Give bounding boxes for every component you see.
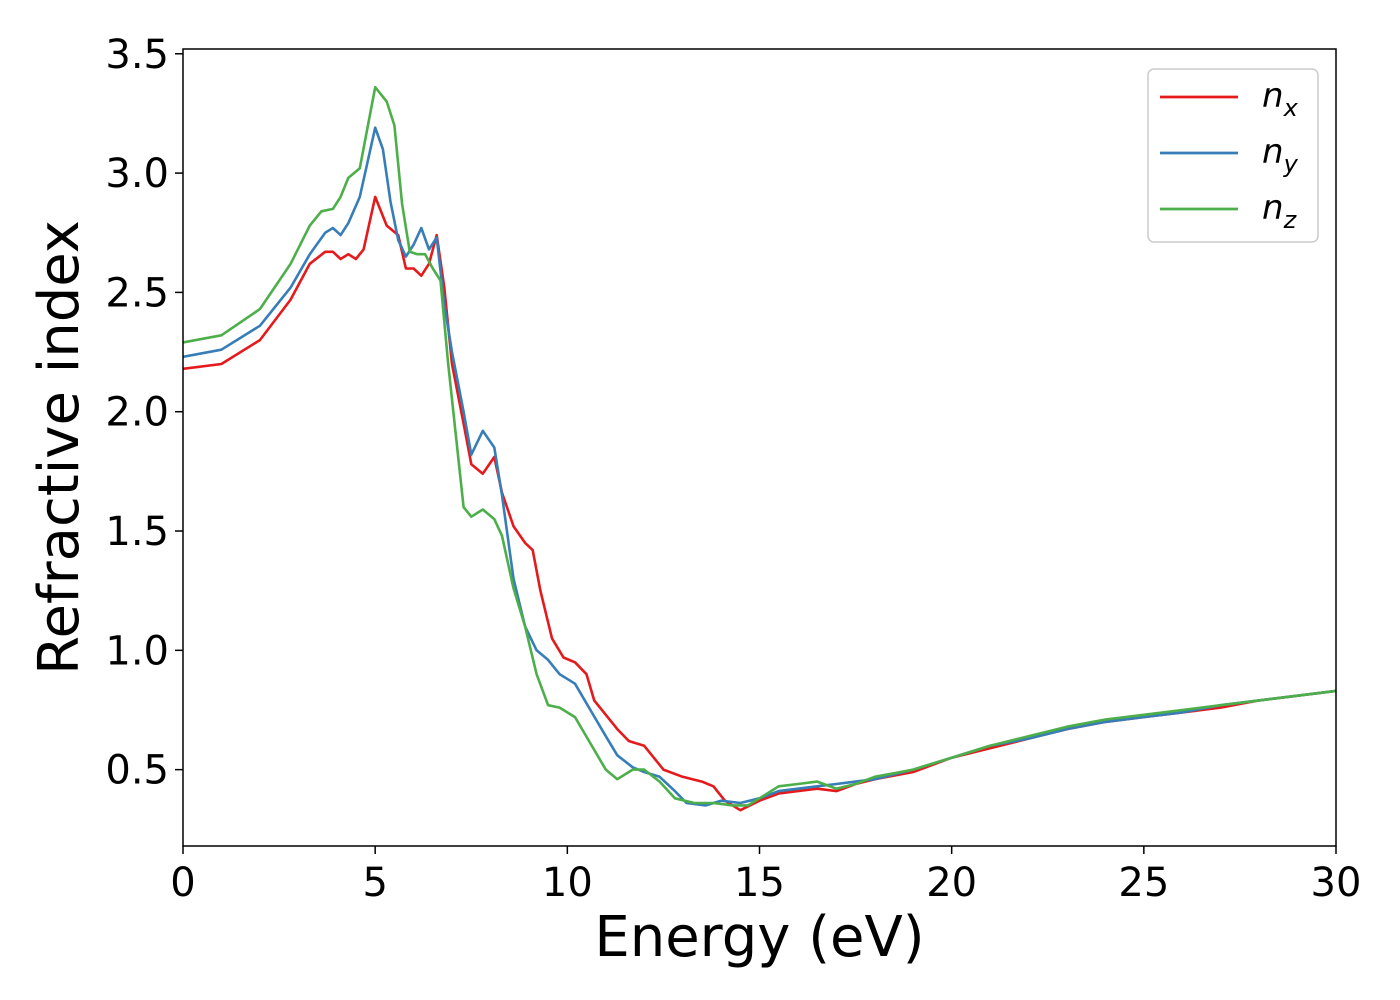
x-tick-label: 20 <box>926 860 977 906</box>
legend-box <box>1147 68 1319 243</box>
y-tick-label: 1.0 <box>105 628 169 674</box>
y-tick-label: 1.5 <box>105 509 169 555</box>
legend-label-subscript: y <box>1283 150 1299 178</box>
legend-label-z: nz <box>1262 188 1298 234</box>
y-axis-title: Refractive index <box>27 220 92 675</box>
legend-label-subscript: x <box>1283 94 1299 122</box>
series-line-x <box>183 195 1336 812</box>
legend-label-base: n <box>1262 188 1284 228</box>
legend-label-y: ny <box>1262 132 1299 178</box>
legend-label-x: nx <box>1262 76 1299 122</box>
y-tick-label: 2.0 <box>105 390 169 436</box>
legend-label-base: n <box>1262 132 1284 172</box>
legend-label-base: n <box>1262 76 1284 116</box>
x-axis-title: Energy (eV) <box>594 905 924 970</box>
y-tick-label: 3.5 <box>105 32 169 78</box>
y-tick-label: 0.5 <box>105 748 169 794</box>
x-tick-label: 0 <box>170 860 195 906</box>
y-tick-label: 2.5 <box>105 270 169 316</box>
x-tick-label: 25 <box>1118 860 1169 906</box>
series-line-z <box>183 85 1336 807</box>
y-tick-label: 3.0 <box>105 151 169 197</box>
y-axis-ticks: 0.5 1.0 1.5 2.0 2.5 3.0 3.5 <box>105 32 183 794</box>
legend-label-subscript: z <box>1283 206 1298 234</box>
x-tick-label: 5 <box>362 860 387 906</box>
x-tick-label: 15 <box>734 860 785 906</box>
x-tick-label: 10 <box>542 860 593 906</box>
x-axis-ticks: 0 5 10 15 20 25 30 <box>170 846 1361 906</box>
x-tick-label: 30 <box>1311 860 1362 906</box>
series-layer <box>183 85 1336 812</box>
